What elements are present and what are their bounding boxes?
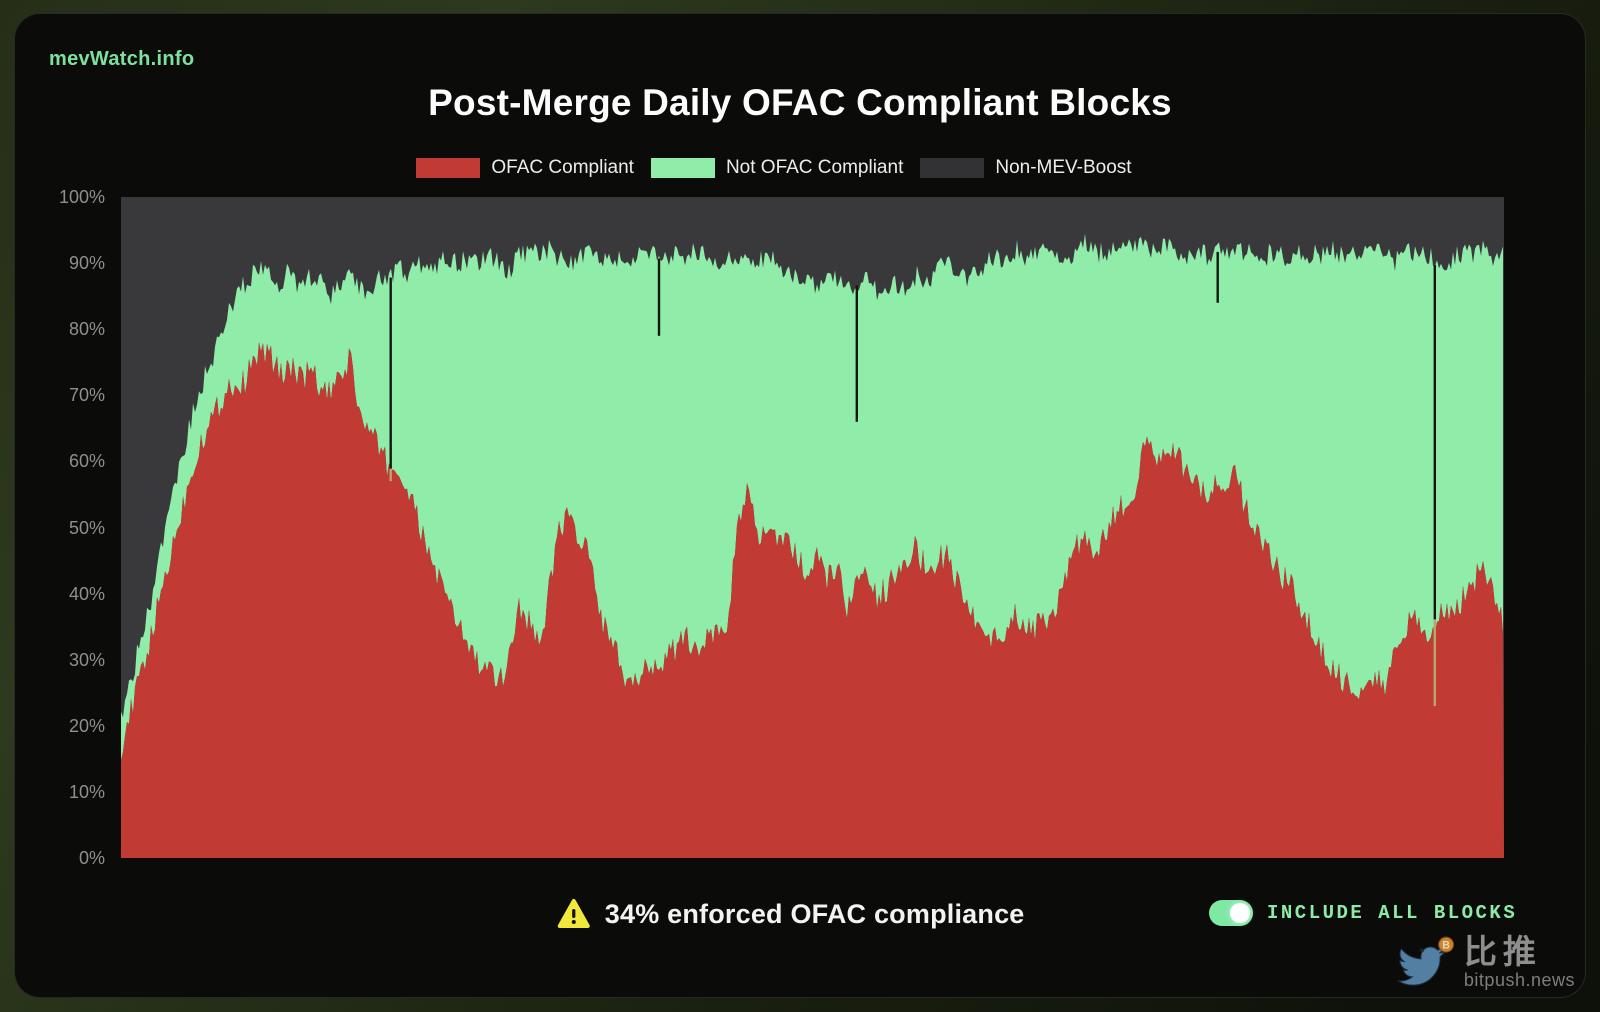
legend-swatch [416,158,481,178]
compliance-warning: 34% enforced OFAC compliance [557,898,1025,930]
chart-plot-svg [121,197,1504,858]
y-axis-tick: 80% [68,319,105,340]
y-axis-tick: 100% [58,187,105,207]
chart-plot[interactable] [121,197,1504,858]
y-axis-tick: 30% [68,649,105,670]
page-title: Post-Merge Daily OFAC Compliant Blocks [428,82,1172,123]
legend-label: Not OFAC Compliant [725,157,904,178]
include-all-blocks-toggle[interactable] [1209,900,1253,926]
legend-swatch [650,158,715,178]
svg-text:B: B [1442,939,1450,951]
app-panel: mevWatch.info Post-Merge Daily OFAC Comp… [14,13,1586,998]
legend-item-not-ofac-compliant[interactable]: Not OFAC Compliant [650,157,904,179]
legend-label: Non-MEV-Boost [995,157,1132,178]
bitpush-bird-icon: B [1397,936,1454,986]
chart-legend: OFAC Compliant Not OFAC Compliant Non-MEV-… [0,157,1559,179]
bitpush-watermark: B 比推 bitpush.news [1394,935,1575,989]
y-axis-tick: 50% [68,517,105,538]
watermark-domain: bitpush.news [1463,970,1575,990]
legend-item-non-mev-boost[interactable]: Non-MEV-Boost [920,157,1132,179]
warning-text: 34% enforced OFAC compliance [604,898,1025,929]
include-all-blocks-control: INCLUDE ALL BLOCKS [1209,900,1517,926]
toggle-knob [1230,903,1250,923]
y-axis-tick: 0% [78,848,105,868]
y-axis-tick: 40% [68,583,105,604]
y-axis-tick: 90% [68,253,105,274]
legend-label: OFAC Compliant [491,157,634,178]
legend-swatch [920,158,985,178]
y-axis-tick: 60% [68,451,105,472]
warning-icon [557,899,590,928]
y-axis-tick: 20% [68,715,105,736]
toggle-label: INCLUDE ALL BLOCKS [1267,902,1518,924]
watermark-cn: 比推 [1463,933,1542,970]
site-logo[interactable]: mevWatch.info [49,48,195,70]
y-axis-tick: 70% [68,385,105,406]
y-axis-tick: 10% [68,781,105,802]
legend-item-ofac-compliant[interactable]: OFAC Compliant [416,157,634,179]
watermark-text: 比推 bitpush.news [1464,935,1575,989]
